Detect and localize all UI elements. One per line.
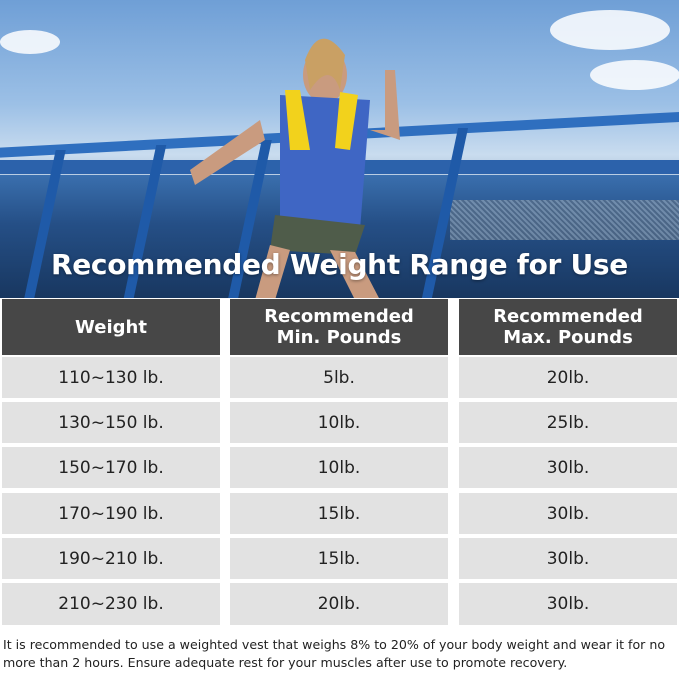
- usage-note: It is recommended to use a weighted vest…: [3, 637, 666, 670]
- table-cell-max-pounds: 30lb.: [459, 538, 677, 579]
- table-cell-min-pounds: 15lb.: [230, 538, 448, 579]
- table-cell-min-pounds: 10lb.: [230, 402, 448, 443]
- column-header-weight: Weight: [2, 299, 220, 355]
- page-title: Recommended Weight Range for Use: [50, 248, 628, 281]
- table-cell-min-pounds: 5lb.: [230, 357, 448, 398]
- table-cell-max-pounds: 30lb.: [459, 583, 677, 625]
- table-cell-max-pounds: 25lb.: [459, 402, 677, 443]
- table-cell-weight: 210~230 lb.: [2, 583, 220, 625]
- table-cell-min-pounds: 15lb.: [230, 493, 448, 534]
- table-cell-min-pounds: 10lb.: [230, 447, 448, 488]
- table-cell-max-pounds: 30lb.: [459, 447, 677, 488]
- table-cell-weight: 150~170 lb.: [2, 447, 220, 488]
- table-cell-weight: 170~190 lb.: [2, 493, 220, 534]
- table-cell-weight: 130~150 lb.: [2, 402, 220, 443]
- table-cell-weight: 110~130 lb.: [2, 357, 220, 398]
- table-cell-max-pounds: 30lb.: [459, 493, 677, 534]
- table-cell-max-pounds: 20lb.: [459, 357, 677, 398]
- column-header-max-pounds: Recommended Max. Pounds: [459, 299, 677, 355]
- table-cell-min-pounds: 20lb.: [230, 583, 448, 625]
- table-cell-weight: 190~210 lb.: [2, 538, 220, 579]
- hero-photo-runner-with-weighted-vest: Recommended Weight Range for Use: [0, 0, 679, 298]
- column-header-min-pounds: Recommended Min. Pounds: [230, 299, 448, 355]
